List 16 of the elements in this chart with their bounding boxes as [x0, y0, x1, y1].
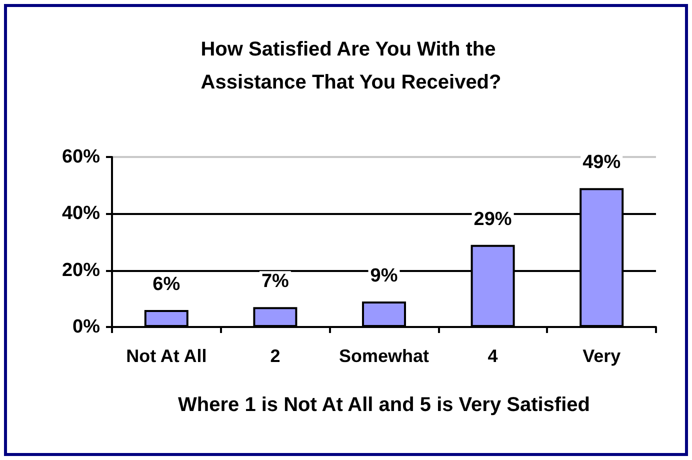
- y-tick-label: 20%: [62, 260, 100, 281]
- y-tick-label: 0%: [72, 316, 100, 338]
- chart-title: How Satisfied Are You With the Assistance That You Received?: [200, 38, 502, 94]
- x-tick-label: Very: [582, 346, 621, 366]
- y-tick-label: 60%: [62, 146, 100, 168]
- x-tick-label: Somewhat: [338, 346, 430, 366]
- data-label: 7%: [261, 271, 290, 292]
- x-tick-label: 2: [270, 346, 280, 366]
- data-label: 9%: [370, 266, 398, 286]
- x-tick-label: 4: [488, 346, 498, 366]
- x-tick-label: Not At All: [126, 346, 207, 366]
- y-tick-label: 40%: [62, 203, 100, 224]
- data-label: 29%: [474, 208, 512, 230]
- data-label: 49%: [582, 152, 621, 174]
- data-label: 6%: [152, 274, 180, 295]
- x-axis-title: Where 1 is Not At All and 5 is Very Satisfied: [178, 394, 590, 416]
